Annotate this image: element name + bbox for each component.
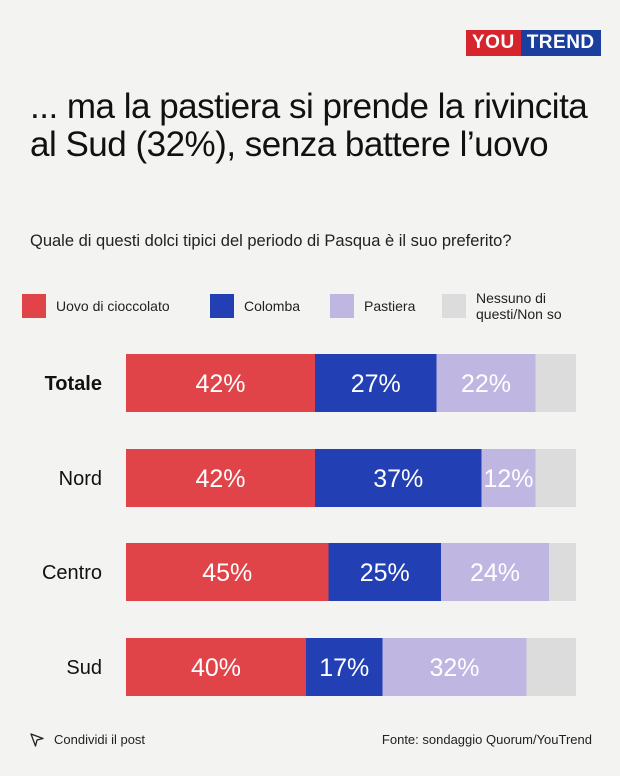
chart-title: ... ma la pastiera si prende la rivincit… (30, 87, 588, 164)
send-icon (30, 732, 44, 747)
data-label: 24% (470, 559, 520, 587)
data-label: 37% (373, 465, 423, 493)
data-label: 25% (360, 559, 410, 587)
bar-segment (126, 449, 315, 507)
bar-segment (126, 543, 329, 601)
bar-segment (306, 638, 383, 696)
category-label: Sud (66, 657, 102, 679)
bar-segment (549, 543, 576, 601)
data-label: 27% (351, 370, 401, 398)
data-label: 32% (429, 654, 479, 682)
logo-part-you: YOU (466, 30, 521, 56)
data-label: 40% (191, 654, 241, 682)
legend-item-uovo: Uovo di cioccolato (22, 286, 170, 326)
legend-swatch (442, 294, 466, 318)
bar-segment (441, 543, 549, 601)
bar-segment (526, 638, 576, 696)
legend-swatch (330, 294, 354, 318)
youtrend-logo: YOU TREND (466, 30, 601, 56)
data-label: 17% (319, 654, 369, 682)
bar-segment (328, 543, 441, 601)
legend-swatch (22, 294, 46, 318)
legend-label: Uovo di cioccolato (56, 298, 170, 314)
bar-segment (436, 354, 536, 412)
bar-segment (315, 354, 437, 412)
category-label: Totale (45, 373, 102, 395)
legend-item-nessuno: Nessuno di questi/Non so (442, 286, 602, 326)
data-label: 42% (195, 465, 245, 493)
data-label: 22% (461, 370, 511, 398)
legend-label: Pastiera (364, 298, 416, 314)
data-label: 12% (483, 465, 533, 493)
source-note: Fonte: sondaggio Quorum/YouTrend (381, 732, 592, 747)
chart-subtitle: Quale di questi dolci tipici del periodo… (30, 232, 512, 250)
bar-segment (535, 449, 576, 507)
category-label: Nord (59, 468, 102, 490)
logo-part-trend: TREND (520, 30, 601, 56)
bar-segment (126, 638, 306, 696)
legend-label: Colomba (244, 298, 301, 314)
data-label: 45% (202, 559, 252, 587)
bar-segment (382, 638, 527, 696)
legend-item-pastiera: Pastiera (330, 286, 415, 326)
share-label: Condividi il post (54, 732, 146, 747)
legend-swatch (210, 294, 234, 318)
bar-segment (126, 354, 315, 412)
legend-item-colomba: Colomba (210, 286, 300, 326)
bar-segment (535, 354, 576, 412)
stacked-bar-chart: Totale 42% 27% 22% Nord 42% 37% 12% Centro 45% 25%… (42, 354, 576, 696)
legend-label: Nessuno di questi/Non so (476, 290, 562, 322)
bar-segment (315, 449, 482, 507)
legend: Uovo di cioccolato Colomba Pastiera Ness… (22, 286, 602, 326)
category-label: Centro (42, 562, 102, 584)
data-label: 42% (195, 370, 245, 398)
bar-segment (481, 449, 536, 507)
share-post-link[interactable]: Condividi il post (30, 732, 145, 747)
